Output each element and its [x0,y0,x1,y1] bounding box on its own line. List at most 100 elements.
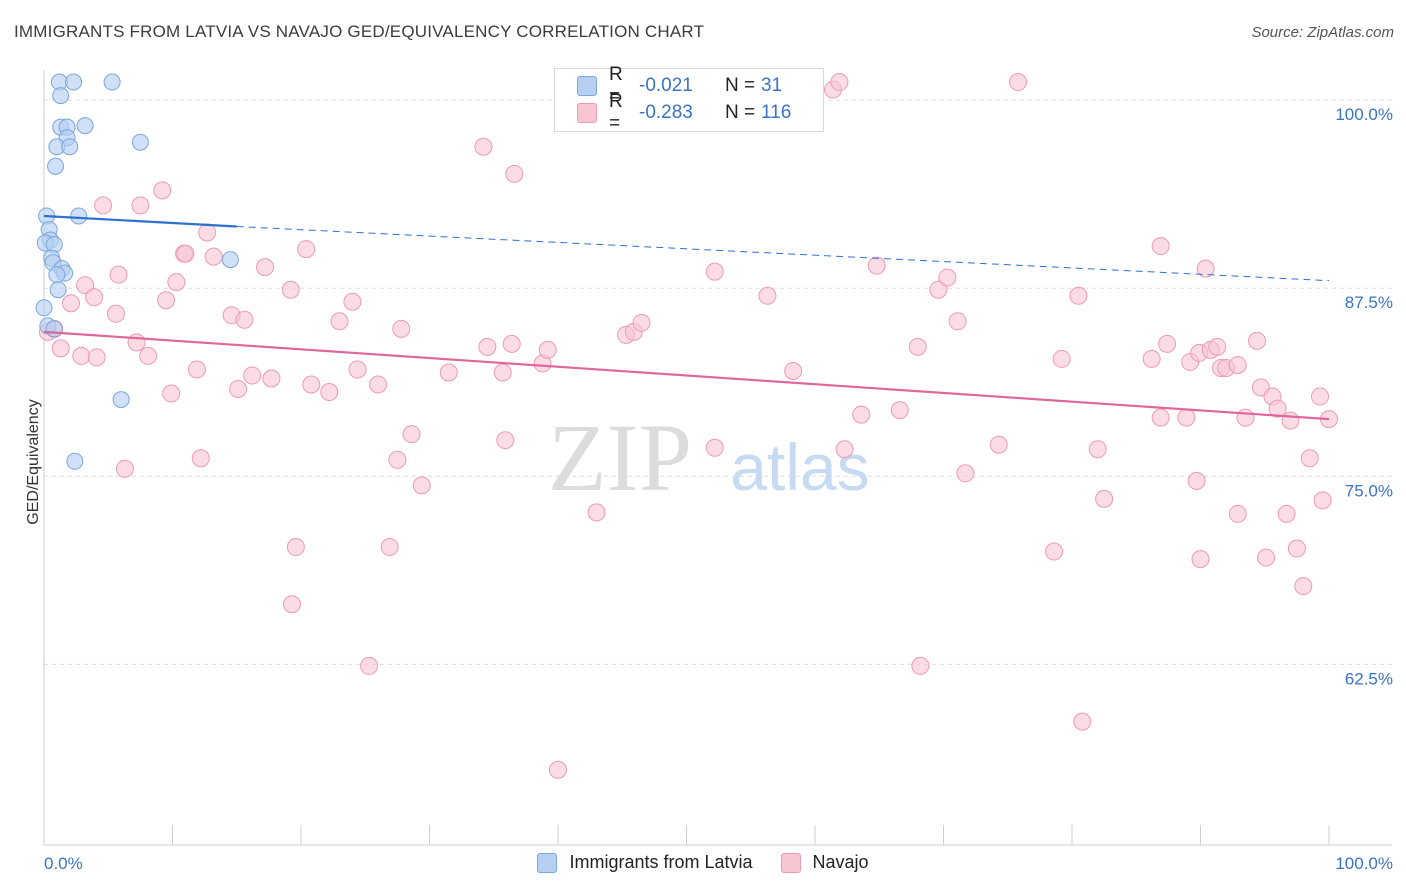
navajo-point [286,538,305,557]
navajo-point [705,262,724,281]
navajo-point [784,361,803,380]
navajo-point [1045,542,1064,561]
latvia-point [61,138,79,156]
navajo-point [1228,355,1247,374]
navajo-point [1073,712,1092,731]
legend-r-value: -0.021 [639,75,693,96]
navajo-point [348,360,367,379]
navajo-point [478,337,497,356]
legend-label-latvia: Immigrants from Latvia [569,852,753,872]
navajo-point [867,256,886,275]
navajo-point [162,384,181,403]
legend-row-navajo: R = -0.283 N = 116 [577,91,791,134]
legend-n-label: N = [725,75,756,96]
legend-item-navajo[interactable]: Navajo [780,852,869,873]
navajo-point [302,375,321,394]
navajo-point [1257,548,1276,567]
latvia-point [49,281,67,299]
navajo-point [1281,411,1300,430]
navajo-point [343,292,362,311]
axes [43,70,1392,846]
navajo-point [632,313,651,332]
chart-title: IMMIGRANTS FROM LATVIA VS NAVAJO GED/EQU… [14,22,705,41]
navajo-point [989,435,1008,454]
navajo-point [496,431,515,450]
navajo-point [911,656,930,675]
gridlines [44,99,1392,665]
navajo-point [956,464,975,483]
navajo-point [297,240,316,259]
latvia-point [66,452,84,470]
navajo-point [157,291,176,310]
navajo-point [1088,440,1107,459]
latvia-point [47,157,65,175]
latvia-point [45,320,63,338]
navajo-point [1142,349,1161,368]
navajo-point [948,312,967,331]
navajo-point [1095,489,1114,508]
navajo-point [439,363,458,382]
navajo-point [1228,504,1247,523]
navajo-point [235,310,254,329]
navajo-point [330,312,349,331]
navajo-point [1248,331,1267,350]
navajo-point [191,449,210,468]
latvia-trend-extension [236,226,1330,282]
watermark-zip: ZIP [548,404,692,511]
navajo-point [87,348,106,367]
latvia-point [131,133,149,151]
navajo-point [908,337,927,356]
navajo-point [392,319,411,338]
navajo-point [830,73,849,92]
navajo-point [1158,334,1177,353]
latvia-point [221,251,239,269]
legend-item-latvia[interactable]: Immigrants from Latvia [537,852,753,873]
navajo-point [61,294,80,313]
navajo-point [51,339,70,358]
navajo-point [758,286,777,305]
navajo-point [1196,259,1215,278]
legend-r-value: -0.283 [639,102,693,123]
navajo-point [1287,539,1306,558]
navajo-point [1052,349,1071,368]
navajo-point [1313,491,1332,510]
navajo-point [243,366,262,385]
navajo-point [229,380,248,399]
watermark-atlas: atlas [730,430,869,504]
navajo-point [929,280,948,299]
navajo-point [109,265,128,284]
navajo-point [1191,550,1210,569]
navajo-point [1311,387,1330,406]
navajo-point [127,333,146,352]
navajo-point [256,258,275,277]
latvia-point [48,266,66,284]
navajo-point [852,405,871,424]
navajo-point [705,438,724,457]
navajo-point [85,288,104,307]
latvia-point [52,87,70,105]
latvia-point [70,207,88,225]
legend-swatch-latvia [537,852,558,873]
navajo-point [1151,237,1170,256]
navajo-trend-line [43,330,1330,421]
source-label: Source: ZipAtlas.com [1251,24,1394,41]
navajo-point [76,276,95,295]
y-tick-label: 75.0% [1345,481,1393,500]
legend-r-label: R = [609,91,623,134]
x-tick-label: 100.0% [1335,854,1393,873]
navajo-point [198,223,217,242]
navajo-point [1236,408,1255,427]
navajo-point [204,247,223,266]
navajo-point [1151,408,1170,427]
navajo-point [412,476,431,495]
navajo-points [38,73,1338,779]
navajo-point [167,273,186,292]
navajo-point [115,459,134,478]
y-tick-label: 87.5% [1345,293,1393,312]
navajo-point [187,360,206,379]
navajo-point [538,340,557,359]
navajo-point [493,363,512,382]
latvia-trend-line [43,214,237,228]
navajo-point [176,244,195,263]
navajo-point [549,760,567,779]
